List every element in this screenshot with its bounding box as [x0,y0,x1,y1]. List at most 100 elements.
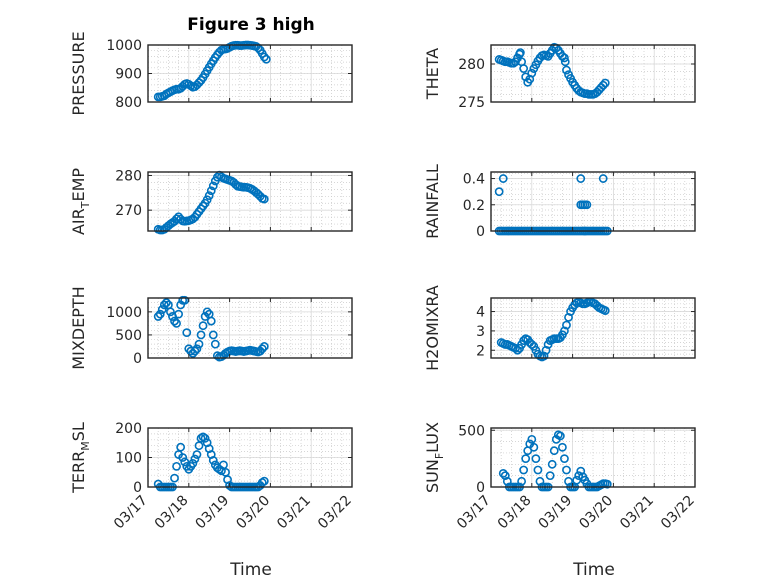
data-point [513,345,522,355]
x-axis-label-right: Time [572,560,615,580]
data-point [174,309,183,319]
data-point [555,431,565,441]
y-tick-label: 0 [476,224,485,240]
data-point [494,187,504,197]
data-point [259,194,269,204]
y-tick-label: 0 [133,351,142,367]
data-point [178,453,188,462]
data-point [196,330,206,340]
x-tick-label: 03/19 [193,493,233,533]
data-point [545,471,555,481]
data-point [549,446,559,456]
y-tick-label: 900 [115,67,142,83]
axes-box [490,297,696,359]
data-point [261,54,271,64]
y-tick-label: 100 [115,451,142,467]
subplot-mixdepth: 0 500 1000 MIXDEPTH [69,286,353,370]
data-point [225,481,234,490]
data-point [547,459,557,469]
data-point [172,318,181,328]
data-point [511,343,520,353]
data-point [558,442,567,452]
data-point [170,316,179,326]
data-point [509,58,518,68]
x-tick-label: 03/19 [536,493,576,533]
data-point [500,471,510,481]
data-point [529,442,539,452]
data-point [259,476,269,486]
data-point [159,300,169,310]
data-point [498,468,508,478]
data-point [531,454,541,464]
x-tick-label: 03/21 [274,493,314,533]
x-tick-label: 03/20 [576,493,616,533]
data-point [196,433,206,443]
data-point [192,344,202,354]
y-tick-label: 4 [476,305,485,321]
data-point [576,174,586,183]
data-point [182,328,192,338]
data-point [188,458,198,468]
data-point [600,78,610,88]
data-point [562,65,571,75]
data-point [515,48,525,57]
data-point [562,320,571,330]
subplot-sun-flux: 0 500 SUNFLUX 03/17 03/18 03/19 03/20 03/21 03/2… [423,422,698,532]
data-point [155,309,165,319]
data-point [527,68,537,78]
data-point [598,174,608,183]
y-tick-label: 0.2 [463,198,485,214]
y-tick-label: 1000 [106,38,142,54]
x-tick-label: 03/18 [495,493,535,533]
subplot-pressure: 800 900 1000 PRESSURE [69,31,353,116]
data-point [202,195,212,205]
y-tick-label: 2 [476,343,485,359]
y-axis-label: H2OMIXRA [423,285,442,371]
data-point [602,479,612,489]
data-point [519,64,529,73]
y-tick-label: 0.4 [463,172,485,188]
data-point [200,433,210,443]
y-tick-label: 0 [133,480,142,496]
x-tick-label: 03/18 [152,493,192,533]
axes-box [490,171,696,232]
y-axis-label: SUNFLUX [423,422,446,493]
data-point [190,454,200,464]
data-point [190,346,200,356]
x-tick-label: 03/21 [617,493,657,533]
data-point [519,465,529,475]
data-point [198,321,208,331]
data-point [521,454,531,464]
data-point [560,454,569,464]
data-point [176,442,186,452]
data-point [562,465,571,475]
figure-title: Figure 3 high [187,15,315,35]
data-point [535,476,545,486]
data-point [172,461,181,471]
data-point [161,298,171,308]
data-point [194,339,204,349]
data-point [533,465,543,475]
data-point [259,52,269,62]
y-tick-label: 500 [458,423,485,439]
y-tick-label: 200 [115,421,142,437]
axes-box [147,297,353,359]
data-point [153,312,163,321]
subplot-theta: 275 280 THETA [423,42,696,111]
data-point [257,344,267,354]
x-tick-label: 03/22 [315,493,355,533]
data-point [208,456,218,465]
data-point [560,57,570,67]
data-point [560,53,569,63]
data-point [208,330,218,340]
subplot-h2omixra: 2 3 4 H2OMIXRA [423,285,696,371]
x-axis-label-left: Time [229,560,272,580]
axes-box [147,171,353,232]
y-tick-label: 3 [476,324,485,340]
x-tick-label: 03/20 [233,493,273,533]
data-point [259,342,269,351]
data-point [527,434,537,444]
data-point [257,478,267,487]
axes-box [490,44,696,103]
y-axis-label: TERRMSL [69,422,92,494]
